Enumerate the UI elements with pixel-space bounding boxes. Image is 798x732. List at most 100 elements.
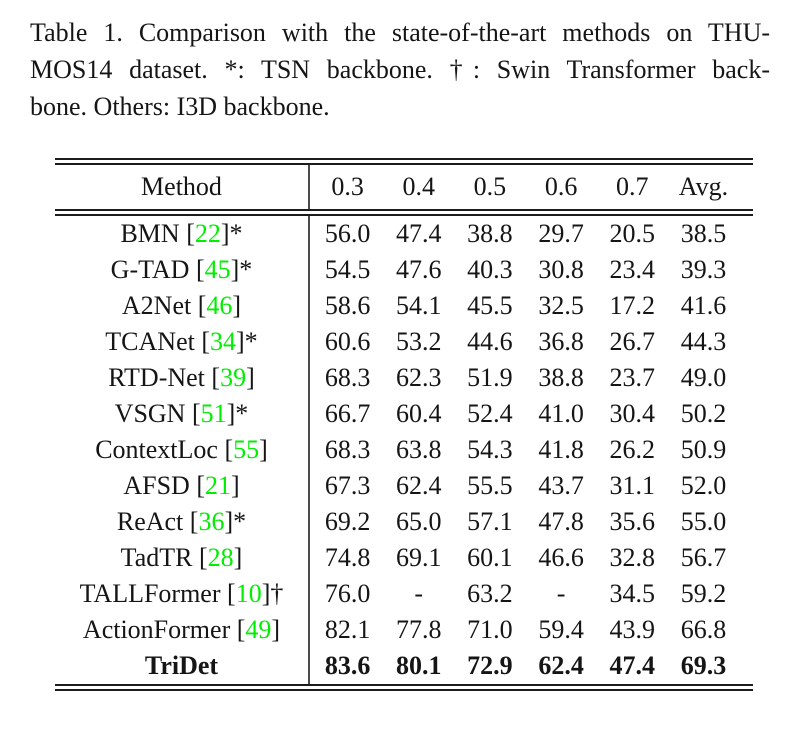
value-cell: 29.7 <box>538 219 584 248</box>
value-group: 74.8 69.1 60.1 46.6 32.8 56.7 <box>308 540 753 576</box>
column-header-method: Method <box>141 172 222 201</box>
table-row: A2Net [46] 58.6 54.1 45.5 32.5 17.2 41.6 <box>55 288 753 324</box>
column-header-0.7: 0.7 <box>616 172 649 201</box>
value-cell: 30.8 <box>538 255 584 284</box>
method-cell: TCANet [34]* <box>105 327 258 356</box>
value-cell: 32.5 <box>538 291 584 320</box>
value-cell: - <box>414 579 424 608</box>
top-rule <box>55 158 753 165</box>
value-cell: 56.7 <box>680 543 727 572</box>
method-cell: VSGN [51]* <box>114 399 249 428</box>
value-cell: - <box>556 579 566 608</box>
table-row: RTD-Net [39] 68.3 62.3 51.9 38.8 23.7 49.0 <box>55 360 753 396</box>
citation-number: 45 <box>204 255 231 284</box>
method-cell: BMN [22]* <box>120 219 243 248</box>
value-cell: 59.4 <box>538 615 584 644</box>
value-cell: 20.5 <box>609 219 656 248</box>
method-cell: AFSD [21] <box>123 471 240 500</box>
value-group: 58.6 54.1 45.5 32.5 17.2 41.6 <box>308 288 753 324</box>
value-cell: 62.4 <box>396 471 442 500</box>
value-cell: 47.8 <box>538 507 584 536</box>
value-cell: 30.4 <box>609 399 656 428</box>
table-row: VSGN [51]* 66.7 60.4 52.4 41.0 30.4 50.2 <box>55 396 753 432</box>
value-group: 68.3 63.8 54.3 41.8 26.2 50.9 <box>308 432 753 468</box>
method-name: TCANet <box>105 327 195 356</box>
method-cell: ReAct [36]* <box>116 507 247 536</box>
method-cell: ActionFormer [49] <box>82 615 281 644</box>
value-cell: 23.4 <box>609 255 656 284</box>
value-cell: 43.9 <box>609 615 656 644</box>
value-cell: 17.2 <box>609 291 656 320</box>
value-cell: 62.4 <box>538 651 584 680</box>
table-row: ReAct [36]* 69.2 65.0 57.1 47.8 35.6 55.0 <box>55 504 753 540</box>
value-cell: 69.1 <box>396 543 442 572</box>
value-cell: 72.9 <box>467 651 513 680</box>
value-cell: 60.4 <box>396 399 442 428</box>
method-name: TriDet <box>144 651 219 680</box>
column-header-avg: Avg. <box>678 172 729 201</box>
header-row: Method 0.3 0.4 0.5 0.6 0.7 Avg. <box>55 165 753 209</box>
value-cell: 41.0 <box>538 399 584 428</box>
citation-number: 36 <box>198 507 225 536</box>
value-cell: 26.7 <box>609 327 656 356</box>
value-cell: 68.3 <box>324 435 371 464</box>
value-cell: 49.0 <box>680 363 727 392</box>
value-group: 69.2 65.0 57.1 47.8 35.6 55.0 <box>308 504 753 540</box>
value-cell: 80.1 <box>396 651 442 680</box>
value-cell: 46.6 <box>538 543 584 572</box>
method-cell: TriDet <box>55 651 308 681</box>
value-cell: 45.5 <box>467 291 513 320</box>
value-cell: 38.8 <box>538 363 584 392</box>
header-rule <box>55 209 753 216</box>
value-cell: 41.6 <box>680 291 727 320</box>
value-cell: 47.4 <box>609 651 656 680</box>
method-cell: TALLFormer [10]† <box>79 579 284 608</box>
value-cell: 66.8 <box>680 615 727 644</box>
value-group: 54.5 47.6 40.3 30.8 23.4 39.3 <box>308 252 753 288</box>
value-cell: 57.1 <box>467 507 513 536</box>
method-cell: G-TAD [45]* <box>110 255 253 284</box>
value-cell: 36.8 <box>538 327 584 356</box>
value-cell: 32.8 <box>609 543 656 572</box>
value-cell: 71.0 <box>467 615 513 644</box>
citation-number: 10 <box>235 579 262 608</box>
value-cell: 53.2 <box>396 327 442 356</box>
paper-page: Table 1. Comparison with the state-of-th… <box>0 14 798 691</box>
value-cell: 76.0 <box>324 579 371 608</box>
value-cell: 50.2 <box>680 399 727 428</box>
value-cell: 54.3 <box>467 435 513 464</box>
citation-number: 55 <box>233 435 260 464</box>
value-cell: 83.6 <box>324 651 371 680</box>
value-cell: 54.1 <box>396 291 442 320</box>
value-cell: 62.3 <box>396 363 442 392</box>
value-cell: 52.0 <box>680 471 727 500</box>
table-row: G-TAD [45]* 54.5 47.6 40.3 30.8 23.4 39.3 <box>55 252 753 288</box>
method-name: AFSD <box>123 471 190 500</box>
value-cell: 66.7 <box>324 399 371 428</box>
caption-line-3: bone. Others: I3D backbone. <box>30 92 330 121</box>
value-cell: 47.4 <box>396 219 442 248</box>
value-cell: 38.8 <box>467 219 513 248</box>
table-row: TadTR [28] 74.8 69.1 60.1 46.6 32.8 56.7 <box>55 540 753 576</box>
value-cell: 40.3 <box>467 255 513 284</box>
citation-number: 46 <box>206 291 233 320</box>
method-name: ActionFormer <box>82 615 231 644</box>
value-cell: 60.6 <box>324 327 371 356</box>
value-cell: 41.8 <box>538 435 584 464</box>
column-header-0.6: 0.6 <box>544 172 578 201</box>
method-name: ContextLoc <box>95 435 218 464</box>
table-row: ActionFormer [49] 82.1 77.8 71.0 59.4 43.9 66.… <box>55 612 753 648</box>
table-caption: Table 1. Comparison with the state-of-th… <box>30 14 770 125</box>
value-group: 56.0 47.4 38.8 29.7 20.5 38.5 <box>308 216 753 252</box>
value-cell: 63.2 <box>467 579 513 608</box>
value-cell: 55.0 <box>680 507 727 536</box>
value-cell: 54.5 <box>324 255 371 284</box>
value-cell: 35.6 <box>609 507 656 536</box>
citation-number: 51 <box>200 399 227 428</box>
value-group: 68.3 62.3 51.9 38.8 23.7 49.0 <box>308 360 753 396</box>
citation-number: 22 <box>194 219 221 248</box>
results-table: Method 0.3 0.4 0.5 0.6 0.7 Avg. BMN [22]… <box>55 158 753 691</box>
value-cell: 59.2 <box>680 579 727 608</box>
value-cell: 69.3 <box>680 651 727 680</box>
value-cell: 77.8 <box>396 615 442 644</box>
